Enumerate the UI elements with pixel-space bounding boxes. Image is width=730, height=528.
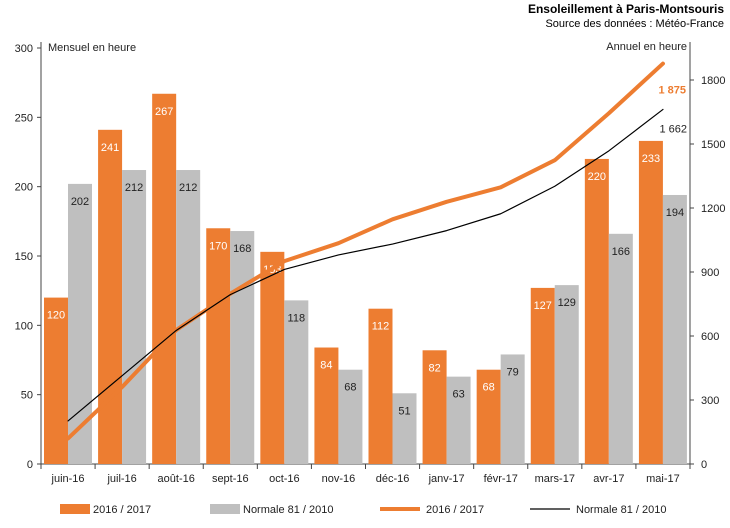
bar-data-label: 112 [372,321,390,333]
bar-data-label: 84 [320,360,332,372]
bar-2016-2017 [530,287,555,464]
bar-normale [608,233,633,464]
left-tick-label: 50 [21,390,33,402]
line-end-label-2016-2017: 1 875 [658,85,686,97]
legend-bar-normale-swatch [210,504,240,514]
bar-data-label: 68 [483,382,495,394]
bar-data-label: 194 [666,207,684,219]
x-tick-label: déc-16 [376,473,410,485]
cumulative-lines: 1 875 1 662 [66,61,687,441]
bar-data-label: 129 [558,297,576,309]
bar-data-label: 220 [588,171,606,183]
right-axis-label: Annuel en heure [606,41,687,53]
bar-data-label: 120 [47,310,65,322]
bar-normale [662,194,687,464]
bar-data-label: 82 [428,362,440,374]
bar-normale [392,393,417,464]
line-2016-2017 [66,61,665,441]
left-tick-label: 200 [15,182,33,194]
left-tick-label: 250 [15,112,33,124]
x-tick-label: janv-17 [428,473,465,485]
bar-data-label: 68 [344,382,356,394]
x-tick-label: mars-17 [535,473,575,485]
right-tick-label: 1200 [701,203,725,215]
x-tick-label: févr-17 [484,473,518,485]
bar-data-label: 51 [398,405,410,417]
bar-2016-2017 [314,347,339,464]
bar-normale [338,369,363,464]
legend-bar-normale: Normale 81 / 2010 [243,504,334,516]
line-normale [67,108,664,422]
bar-2016-2017 [638,140,663,464]
bar-data-label: 233 [642,153,660,165]
left-tick-label: 0 [27,459,33,471]
bar-data-label: 168 [233,243,251,255]
x-tick-label: avr-17 [593,473,624,485]
x-tick-label: juil-16 [106,473,136,485]
bar-normale [554,285,579,464]
x-axis-ticks: juin-16 juil-16 août-16 sept-16 oct-16 nov-16… [40,464,691,485]
bar-data-label: 127 [534,300,552,312]
bar-2016-2017 [44,297,68,464]
left-tick-label: 100 [15,320,33,332]
bar-normale [122,170,147,464]
left-tick-label: 150 [15,251,33,263]
legend: 2016 / 2017 Normale 81 / 2010 2016 / 2017 N… [60,504,667,516]
bar-data-label: 170 [209,240,227,252]
bar-normale [284,300,309,464]
right-tick-label: 0 [701,459,707,471]
left-axis-ticks: 0 50 100 150 200 250 300 [15,43,41,471]
left-axis-label: Mensuel en heure [48,42,136,54]
bar-normale [68,183,92,465]
legend-line-2016-2017: 2016 / 2017 [426,504,484,516]
bar-2016-2017 [368,308,393,464]
x-tick-label: sept-16 [212,473,249,485]
x-tick-label: août-16 [158,473,195,485]
legend-line-normale: Normale 81 / 2010 [576,504,667,516]
bar-normale [446,376,471,464]
bar-data-label: 79 [507,366,519,378]
x-tick-label: oct-16 [269,473,300,485]
bar-2016-2017 [206,228,231,464]
legend-bar-2016-2017-swatch [60,504,90,514]
bar-data-label: 241 [101,142,119,154]
right-tick-label: 300 [701,395,719,407]
line-end-label-normale: 1 662 [659,123,687,135]
right-tick-label: 1500 [701,139,725,151]
bar-2016-2017 [152,93,177,464]
right-tick-label: 900 [701,267,719,279]
chart-title: Ensoleillement à Paris-Montsouris [528,2,724,16]
bar-data-label: 118 [288,312,306,324]
bar-data-label: 212 [179,182,197,194]
bar-normale [230,231,255,464]
chart-subtitle: Source des données : Météo-France [545,18,724,30]
bar-data-label: 267 [155,106,173,118]
bar-data-label: 202 [71,196,89,208]
right-tick-label: 600 [701,331,719,343]
bar-2016-2017 [98,129,123,464]
bar-data-label: 166 [612,246,630,258]
bar-normale [500,354,525,464]
bar-2016-2017 [476,369,501,464]
left-tick-label: 300 [15,43,33,55]
legend-bar-2016-2017: 2016 / 2017 [93,504,151,516]
bar-2016-2017 [584,158,609,464]
bar-2016-2017 [422,350,447,464]
bar-data-label: 63 [452,389,464,401]
x-tick-label: nov-16 [322,473,356,485]
bar-data-label: 212 [125,182,143,194]
right-axis-ticks: 0 300 600 900 1200 1500 1800 [690,75,725,471]
bar-2016-2017 [260,251,285,464]
x-tick-label: juin-16 [51,473,85,485]
x-tick-label: mai-17 [646,473,680,485]
right-tick-label: 1800 [701,75,725,87]
